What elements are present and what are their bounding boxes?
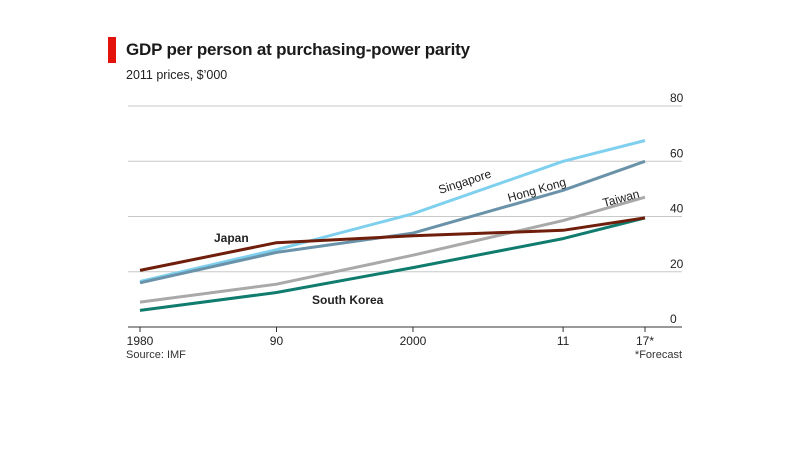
series-label-taiwan: Taiwan xyxy=(601,187,641,210)
series-label-japan: Japan xyxy=(214,231,249,245)
chart-subtitle: 2011 prices, $’000 xyxy=(126,68,228,82)
y-axis-ticks: 0 20 40 60 80 xyxy=(670,91,684,326)
y-tick-label: 0 xyxy=(670,312,677,326)
chart-title: GDP per person at purchasing-power parit… xyxy=(126,40,470,59)
series-line-japan xyxy=(139,216,646,272)
x-tick-label: 17* xyxy=(636,334,654,348)
series-lines xyxy=(139,139,646,312)
series-line-south-korea xyxy=(139,216,646,312)
x-tick-label: 2000 xyxy=(400,334,427,348)
source-note: Source: IMF xyxy=(126,349,186,361)
series-label-singapore: Singapore xyxy=(437,167,494,197)
title-accent-bar xyxy=(108,37,116,63)
y-tick-label: 80 xyxy=(670,91,684,105)
series-line-singapore xyxy=(139,139,646,283)
x-tick-label: 1980 xyxy=(127,334,154,348)
series-line-hong-kong xyxy=(139,159,646,285)
x-axis-ticks: 1980 90 2000 11 17* xyxy=(127,327,654,348)
y-tick-label: 60 xyxy=(670,146,684,160)
forecast-note: *Forecast xyxy=(634,349,682,361)
y-tick-label: 20 xyxy=(670,257,684,271)
x-tick-label: 11 xyxy=(557,334,570,348)
series-label-south-korea: South Korea xyxy=(312,293,384,307)
series-line-taiwan xyxy=(139,195,646,304)
y-tick-label: 40 xyxy=(670,202,684,216)
x-tick-label: 90 xyxy=(270,334,284,348)
